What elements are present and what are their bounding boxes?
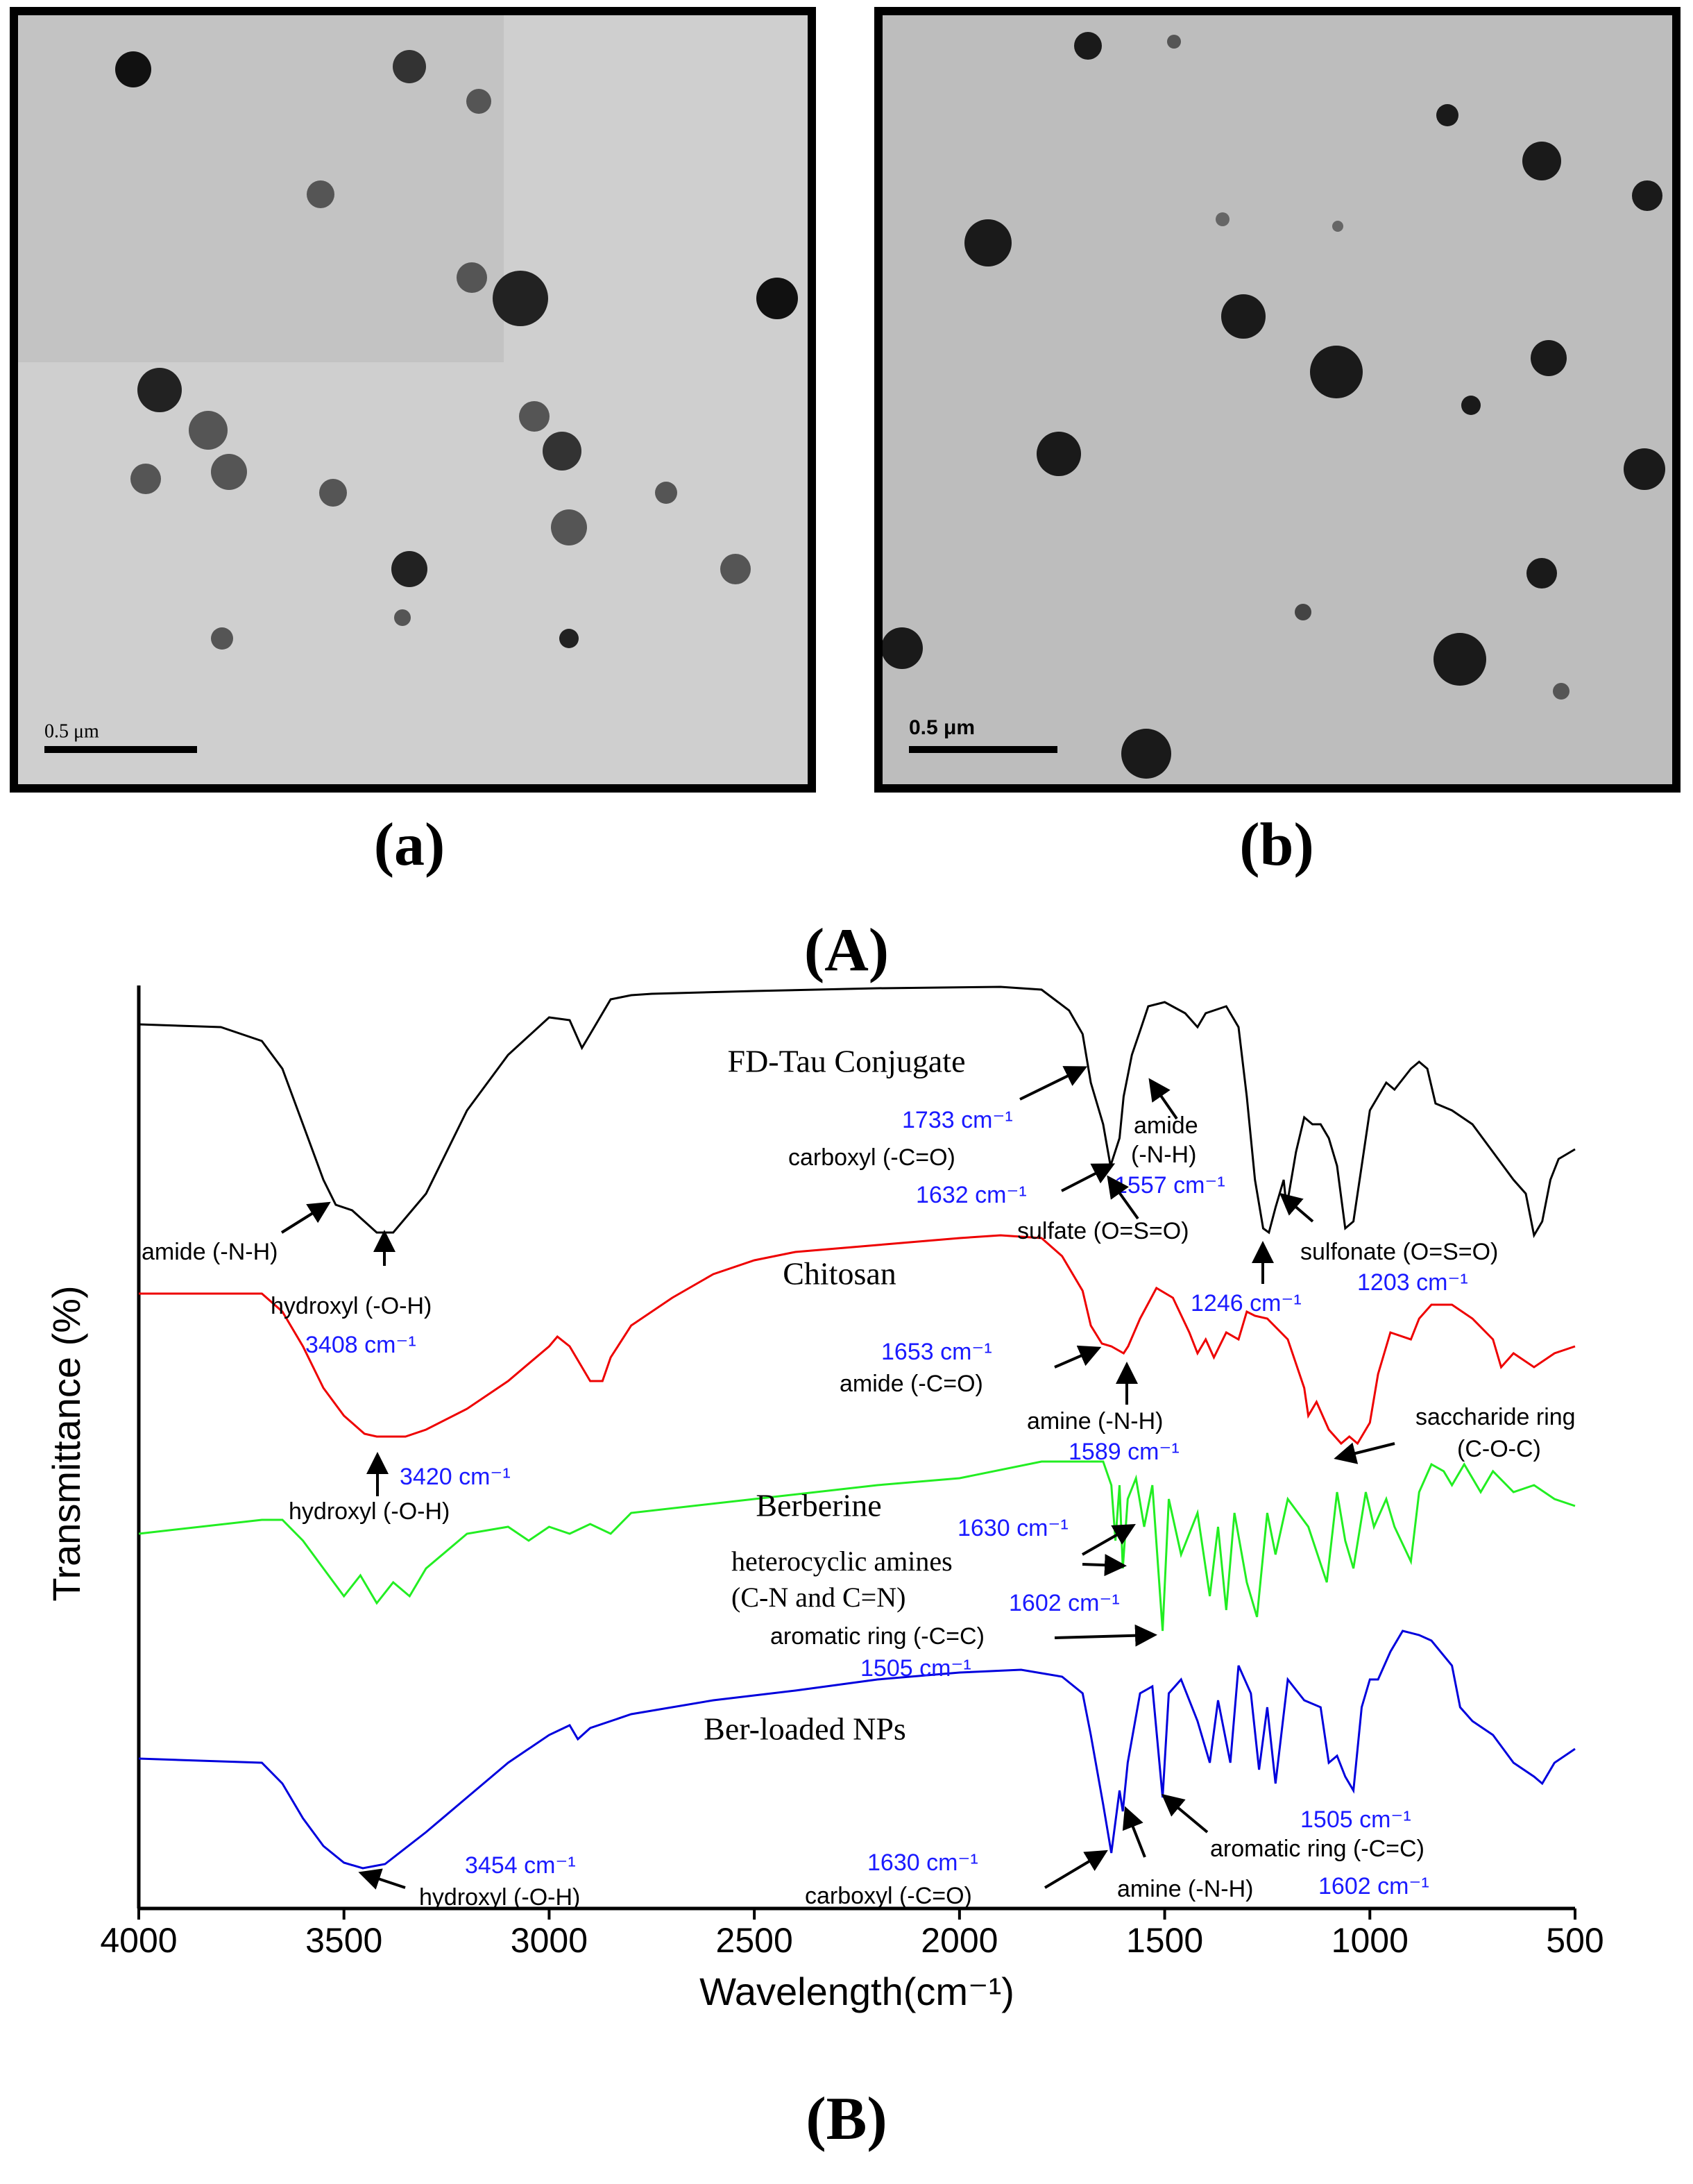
annotation: (C-O-C) — [1457, 1436, 1541, 1462]
annotation: aromatic ring (-C=C) — [770, 1623, 985, 1650]
annotation: amine (-N-H) — [1117, 1876, 1253, 1902]
annotation-arrow — [1161, 1793, 1209, 1834]
scale-bar-label: 0.5 μm — [44, 720, 99, 742]
series-label: Ber-loaded NPs — [704, 1711, 906, 1747]
spectrum-line — [139, 1234, 1576, 1446]
annotation-arrow — [280, 1201, 331, 1234]
panel-label: (a) — [374, 811, 445, 879]
annotation: 1630 cm⁻¹ — [958, 1515, 1069, 1541]
series-label: FD-Tau Conjugate — [727, 1044, 965, 1079]
image-frame — [10, 7, 816, 793]
annotation: heterocyclic amines — [731, 1546, 953, 1577]
ftir-chart: 4000 3500 3000 2500 2000 1500 1000 500 Wavelengt… — [44, 985, 1604, 2013]
annotation: 3454 cm⁻¹ — [465, 1852, 576, 1879]
scale-bar-label: 0.5 μm — [909, 716, 975, 739]
particles — [115, 50, 798, 650]
annotation: 3420 cm⁻¹ — [400, 1464, 511, 1490]
image-background — [883, 15, 1672, 784]
panel-label: (B) — [806, 2085, 887, 2153]
annotation-arrow — [1082, 1554, 1127, 1577]
annotation-arrow — [1122, 1806, 1146, 1858]
annotation: 3408 cm⁻¹ — [305, 1332, 416, 1358]
annotation-arrow — [1054, 1624, 1157, 1647]
annotation: amide (-C=O) — [840, 1371, 983, 1397]
annotation: 1602 cm⁻¹ — [1009, 1590, 1120, 1616]
annotation: hydroxyl (-O-H) — [271, 1293, 432, 1319]
annotation-arrow — [1019, 1066, 1088, 1101]
x-tick-label: 2500 — [716, 1921, 793, 1960]
annotation: sulfate (O=S=O) — [1017, 1218, 1189, 1244]
annotation: 1589 cm⁻¹ — [1069, 1439, 1180, 1465]
annotation: hydroxyl (-O-H) — [419, 1884, 580, 1911]
particles — [881, 32, 1665, 779]
x-axis-title: Wavelength(cm⁻¹) — [699, 1970, 1014, 2013]
x-tick-label: 3000 — [511, 1921, 588, 1960]
annotation: 1246 cm⁻¹ — [1191, 1290, 1302, 1317]
annotation-arrow — [1279, 1192, 1314, 1223]
x-tick-label: 1000 — [1332, 1921, 1409, 1960]
annotation: sulfonate (O=S=O) — [1300, 1239, 1498, 1265]
annotation: aromatic ring (-C=C) — [1210, 1836, 1424, 1862]
series-label: Chitosan — [783, 1256, 896, 1292]
annotation-arrow — [1148, 1078, 1178, 1120]
annotation: 1602 cm⁻¹ — [1318, 1873, 1429, 1899]
annotation-arrow — [1044, 1849, 1108, 1889]
tem-image-a: 0.5 μm — [10, 7, 816, 793]
tem-image-b: 0.5 μm — [874, 7, 1681, 793]
annotation: (-N-H) — [1131, 1142, 1196, 1168]
annotation-arrow — [1334, 1442, 1395, 1464]
annotation-arrow — [1054, 1345, 1102, 1369]
annotation: amine (-N-H) — [1027, 1408, 1163, 1434]
annotation: carboxyl (-C=O) — [805, 1883, 972, 1909]
annotation: 1505 cm⁻¹ — [860, 1655, 971, 1682]
spectrum-line — [138, 985, 1576, 1239]
annotation: 1557 cm⁻¹ — [1114, 1172, 1225, 1199]
panel-label: (A) — [804, 917, 889, 984]
annotation: 1733 cm⁻¹ — [902, 1107, 1013, 1133]
x-tick-label: 4000 — [100, 1921, 177, 1960]
annotation: carboxyl (-C=O) — [788, 1144, 955, 1171]
annotation: amide (-N-H) — [142, 1239, 278, 1265]
x-tick-label: 2000 — [921, 1921, 998, 1960]
x-tick-label: 1500 — [1126, 1921, 1203, 1960]
annotation-arrow — [1082, 1524, 1136, 1556]
annotation: 1632 cm⁻¹ — [916, 1182, 1027, 1208]
image-texture — [18, 15, 504, 362]
annotation-arrow — [1061, 1163, 1116, 1192]
annotation: 1505 cm⁻¹ — [1300, 1806, 1411, 1833]
annotation: saccharide ring — [1415, 1404, 1576, 1430]
series-label: Berberine — [756, 1488, 881, 1523]
x-tick-label: 3500 — [305, 1921, 382, 1960]
image-frame — [874, 7, 1681, 793]
annotation: hydroxyl (-O-H) — [289, 1498, 450, 1525]
annotation: amide — [1134, 1112, 1198, 1139]
annotation: (C-N and C=N) — [731, 1582, 905, 1613]
annotation-arrow — [1107, 1175, 1139, 1220]
annotation: 1630 cm⁻¹ — [867, 1849, 978, 1876]
panel-label: (b) — [1239, 811, 1314, 879]
spectrum-line — [138, 1460, 1576, 1632]
annotation-arrow — [358, 1868, 406, 1890]
annotation: 1653 cm⁻¹ — [881, 1339, 992, 1365]
annotation: 1203 cm⁻¹ — [1357, 1269, 1468, 1296]
y-axis-title: Transmittance (%) — [44, 1285, 88, 1601]
x-tick-label: 500 — [1546, 1921, 1603, 1960]
spectrum-line — [138, 1629, 1576, 1870]
